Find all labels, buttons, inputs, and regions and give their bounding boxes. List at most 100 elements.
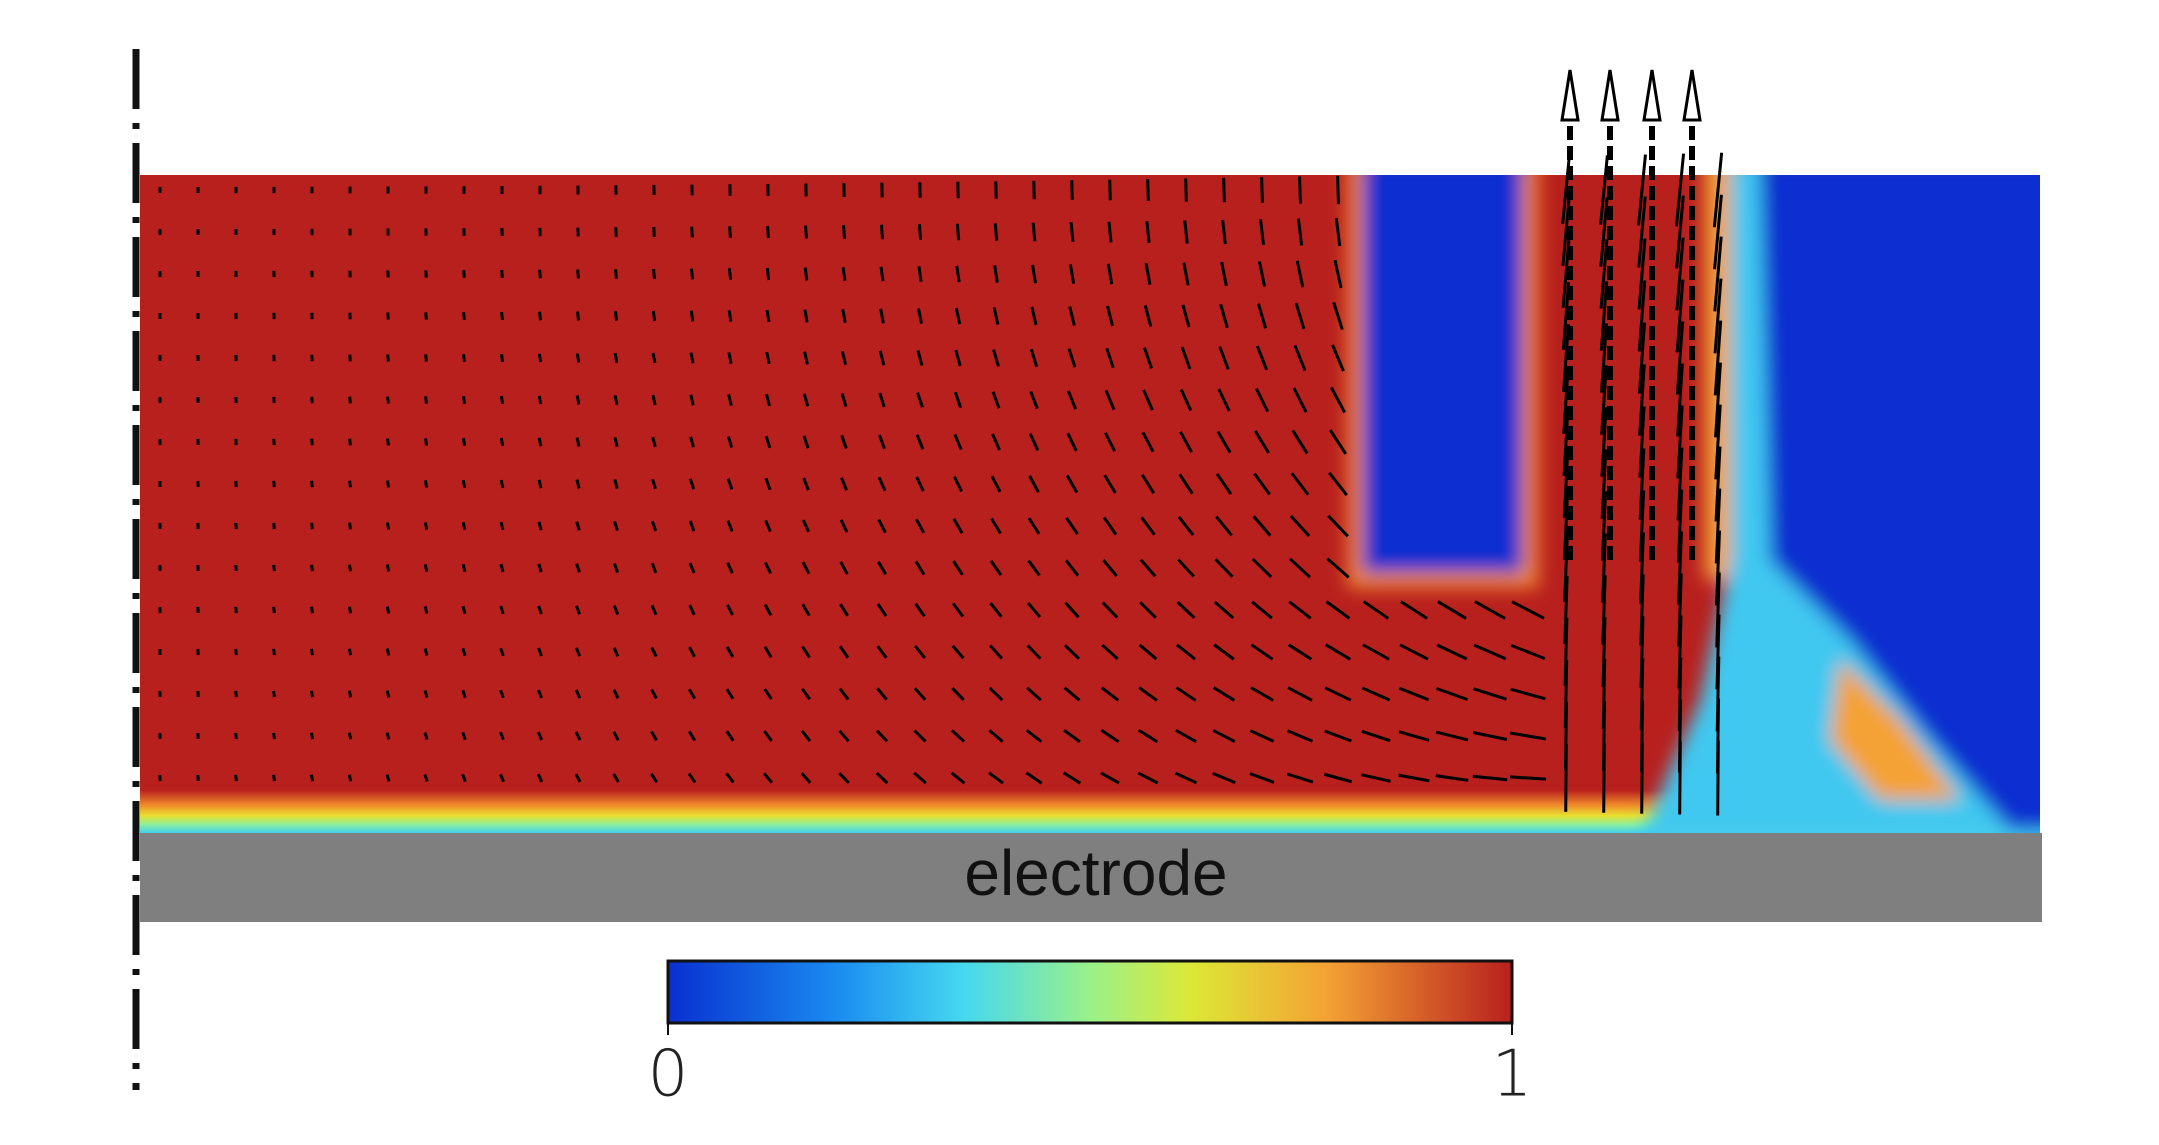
arrow [1179,388,1193,412]
arrow [726,562,734,574]
arrow [499,437,505,447]
arrow-head [1560,69,1580,122]
arrow [726,604,734,616]
arrow [1564,744,1568,812]
arrow [461,689,467,699]
arrow [1362,600,1390,620]
arrow [1398,686,1430,702]
arrow [652,268,656,280]
arrow [1674,153,1686,227]
arrow [952,518,964,534]
arrow [536,773,544,783]
arrow [652,226,656,238]
arrow [879,266,885,282]
arrow [955,223,961,241]
arrow [423,732,429,740]
arrow [1215,515,1233,537]
arrow [1713,194,1723,270]
arrow [461,437,467,447]
arrow [838,645,850,659]
arrow [917,266,923,282]
arrow [1472,731,1508,741]
arrow [650,520,658,532]
arrow [913,729,927,743]
arrow [1326,557,1350,579]
arrow [650,604,658,616]
arrow [1029,348,1039,368]
arrow [689,436,695,448]
arrow [1638,364,1646,436]
arrow [574,773,582,783]
arrow [1255,345,1269,371]
arrow [1291,429,1309,455]
arrow [1713,320,1723,396]
arrow [1102,559,1118,577]
arrow [840,392,848,408]
arrow [1030,306,1038,326]
arrow [914,644,926,660]
arrow [1029,390,1039,410]
arrow [385,690,391,698]
arrow [385,732,391,740]
arrow [385,522,391,530]
arrow [1257,261,1267,287]
arrow [727,310,733,322]
arrow [650,730,658,742]
arrow [499,521,505,531]
arrow [1141,431,1155,453]
arrow [499,479,505,489]
arrow [725,730,735,742]
arrow [801,561,811,575]
arrow [1252,515,1272,537]
arrow [1675,195,1685,269]
arrow [1637,322,1647,394]
arrow [1325,600,1351,620]
arrow [612,689,620,699]
arrow [950,771,966,785]
arrow [689,394,695,406]
arrow [1562,450,1570,518]
arrow [1472,774,1508,782]
arrow [689,352,695,364]
arrow [310,438,314,446]
arrow [1101,643,1119,661]
arrow [272,648,276,656]
arrow [800,730,812,742]
arrow [1139,601,1157,619]
arrow [613,395,619,405]
arrow [914,560,926,576]
arrow [1180,346,1192,370]
arrow [1181,304,1191,328]
arrow [462,354,466,362]
arrow [727,268,733,280]
arrow [913,771,927,785]
arrow [1175,686,1197,702]
arrow [575,353,581,363]
arrow [1290,472,1310,496]
arrow [1675,279,1685,353]
arrow [1031,222,1037,242]
arrow [537,395,543,405]
arrow [989,602,1003,618]
arrow [499,689,505,699]
arrow [727,394,733,406]
arrow [1399,600,1429,620]
arrow [991,391,1001,409]
arrow [537,479,543,489]
velocity-arrows [158,69,1724,816]
arrow [1066,432,1078,452]
arrow [1637,196,1647,268]
arrow [1639,532,1645,604]
arrow [386,438,390,446]
arrow [347,774,353,782]
arrow [1509,775,1547,781]
arrow [385,564,391,572]
arrow [689,310,695,322]
arrow [914,602,926,618]
arrow [1562,492,1570,560]
arrow [576,269,580,279]
arrow [651,394,657,406]
arrow [1066,390,1078,410]
